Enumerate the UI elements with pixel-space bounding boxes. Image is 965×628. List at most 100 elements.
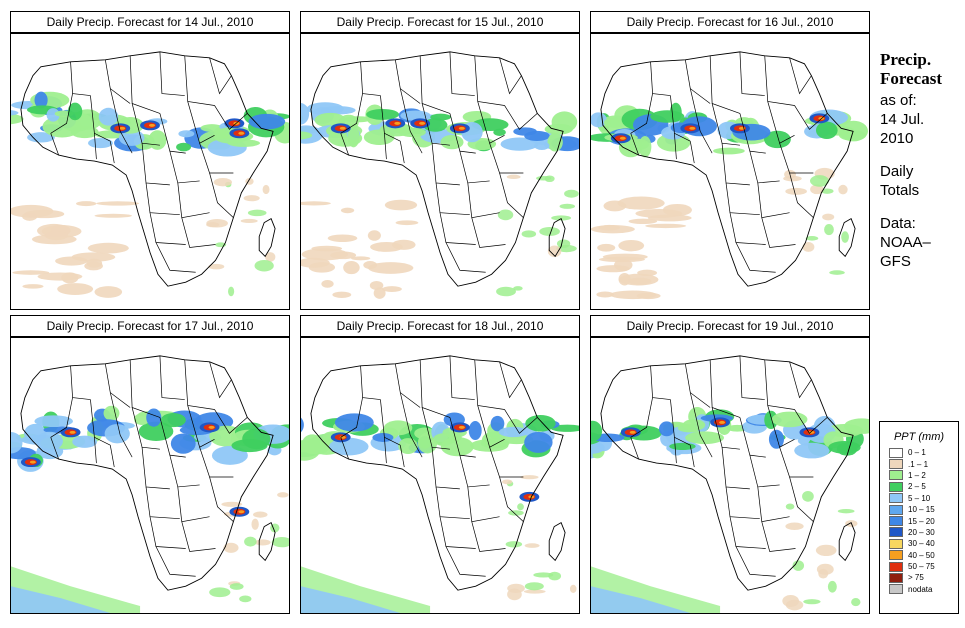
speckle-blob <box>253 511 268 518</box>
legend-label: 40 – 50 <box>908 550 935 560</box>
rain-blob <box>372 433 394 442</box>
country-border <box>630 397 653 438</box>
country-border <box>184 359 215 410</box>
tan-swath <box>367 262 414 274</box>
rain-blob <box>301 103 310 125</box>
speckle-blob <box>497 209 514 221</box>
country-border <box>504 409 538 434</box>
country-border <box>504 105 538 130</box>
tan-swath <box>596 291 614 298</box>
tan-swath <box>61 272 79 284</box>
country-border <box>794 105 828 130</box>
country-border <box>94 133 97 160</box>
rain-blob <box>659 421 675 437</box>
country-border <box>177 486 210 523</box>
tan-swath <box>76 201 97 207</box>
country-border <box>739 113 766 154</box>
speckle-blob <box>548 571 562 581</box>
legend-item: 20 – 30 <box>880 527 958 538</box>
map-panel-5 <box>301 355 579 613</box>
speckle-blob <box>251 518 259 530</box>
country-border <box>459 151 490 184</box>
country-border <box>360 365 381 400</box>
country-border <box>499 476 524 522</box>
country-border <box>630 437 639 460</box>
tan-swath <box>332 291 352 298</box>
speckle-blob <box>520 475 539 480</box>
hotspot-core <box>458 425 465 429</box>
rain-blob <box>547 132 563 152</box>
country-border <box>449 355 475 400</box>
legend-item: nodata <box>880 584 958 595</box>
country-border <box>739 51 765 96</box>
country-border <box>104 59 131 104</box>
rain-blob <box>146 408 162 427</box>
country-border <box>739 417 766 458</box>
legend-item: 1 – 2 <box>880 470 958 481</box>
tan-swath <box>57 283 94 296</box>
legend-item: 40 – 50 <box>880 550 958 561</box>
speckle-blob <box>223 542 239 553</box>
rain-blob <box>160 413 186 428</box>
side-asof: as of: <box>880 92 917 109</box>
rain-blob <box>513 127 537 136</box>
side-date-line1: 14 Jul. <box>880 111 925 128</box>
tan-swath <box>22 284 44 289</box>
country-border <box>739 355 765 400</box>
rain-blob <box>103 405 120 421</box>
legend-label: 20 – 30 <box>908 527 935 537</box>
country-border <box>159 113 186 154</box>
tan-swath <box>628 218 658 225</box>
speckle-blob <box>524 582 544 591</box>
speckle-blob <box>782 595 799 607</box>
rain-blob <box>490 415 505 432</box>
country-border <box>474 359 505 410</box>
rain-blob <box>46 108 60 122</box>
rain-blob <box>170 433 196 454</box>
country-border <box>650 61 671 96</box>
speckle-blob <box>243 195 260 202</box>
country-border <box>149 516 186 549</box>
hotspot-core <box>69 430 76 434</box>
rain-blob <box>591 451 593 459</box>
speckle-blob <box>829 270 845 275</box>
tan-swath <box>94 286 123 298</box>
rain-blob <box>134 413 150 425</box>
rain-blob <box>669 442 696 450</box>
speckle-blob <box>785 522 804 531</box>
hotspot-core <box>119 126 126 130</box>
country-border <box>435 486 470 520</box>
country-border <box>689 445 695 468</box>
country-border <box>109 392 133 458</box>
legend-swatch <box>889 538 903 549</box>
country-border <box>340 93 363 134</box>
country-border <box>689 141 695 164</box>
africa-coastline <box>310 51 564 287</box>
legend-swatch <box>889 504 903 515</box>
rain-blob <box>72 435 98 448</box>
rain-blob <box>88 138 113 149</box>
country-border <box>764 55 795 106</box>
country-border <box>50 133 59 156</box>
speckle-blob <box>239 595 252 603</box>
rain-blob <box>11 113 24 125</box>
tan-swath <box>627 277 652 285</box>
country-border <box>789 476 814 522</box>
tan-swath <box>24 209 65 219</box>
rain-blob <box>67 102 83 121</box>
madagascar-outline <box>548 218 566 258</box>
hotspot-core <box>419 121 426 125</box>
country-border <box>471 521 506 552</box>
speckle-blob <box>805 236 819 241</box>
country-border <box>729 212 766 245</box>
tan-swath <box>597 243 616 252</box>
legend-swatch <box>889 493 903 504</box>
country-border <box>650 365 671 400</box>
rain-blob <box>430 113 451 121</box>
country-border <box>499 57 522 95</box>
rain-blob <box>468 420 482 441</box>
country-border <box>684 363 711 408</box>
country-border <box>129 55 161 114</box>
side-title-line2: Forecast <box>880 69 942 88</box>
country-border <box>761 521 796 552</box>
